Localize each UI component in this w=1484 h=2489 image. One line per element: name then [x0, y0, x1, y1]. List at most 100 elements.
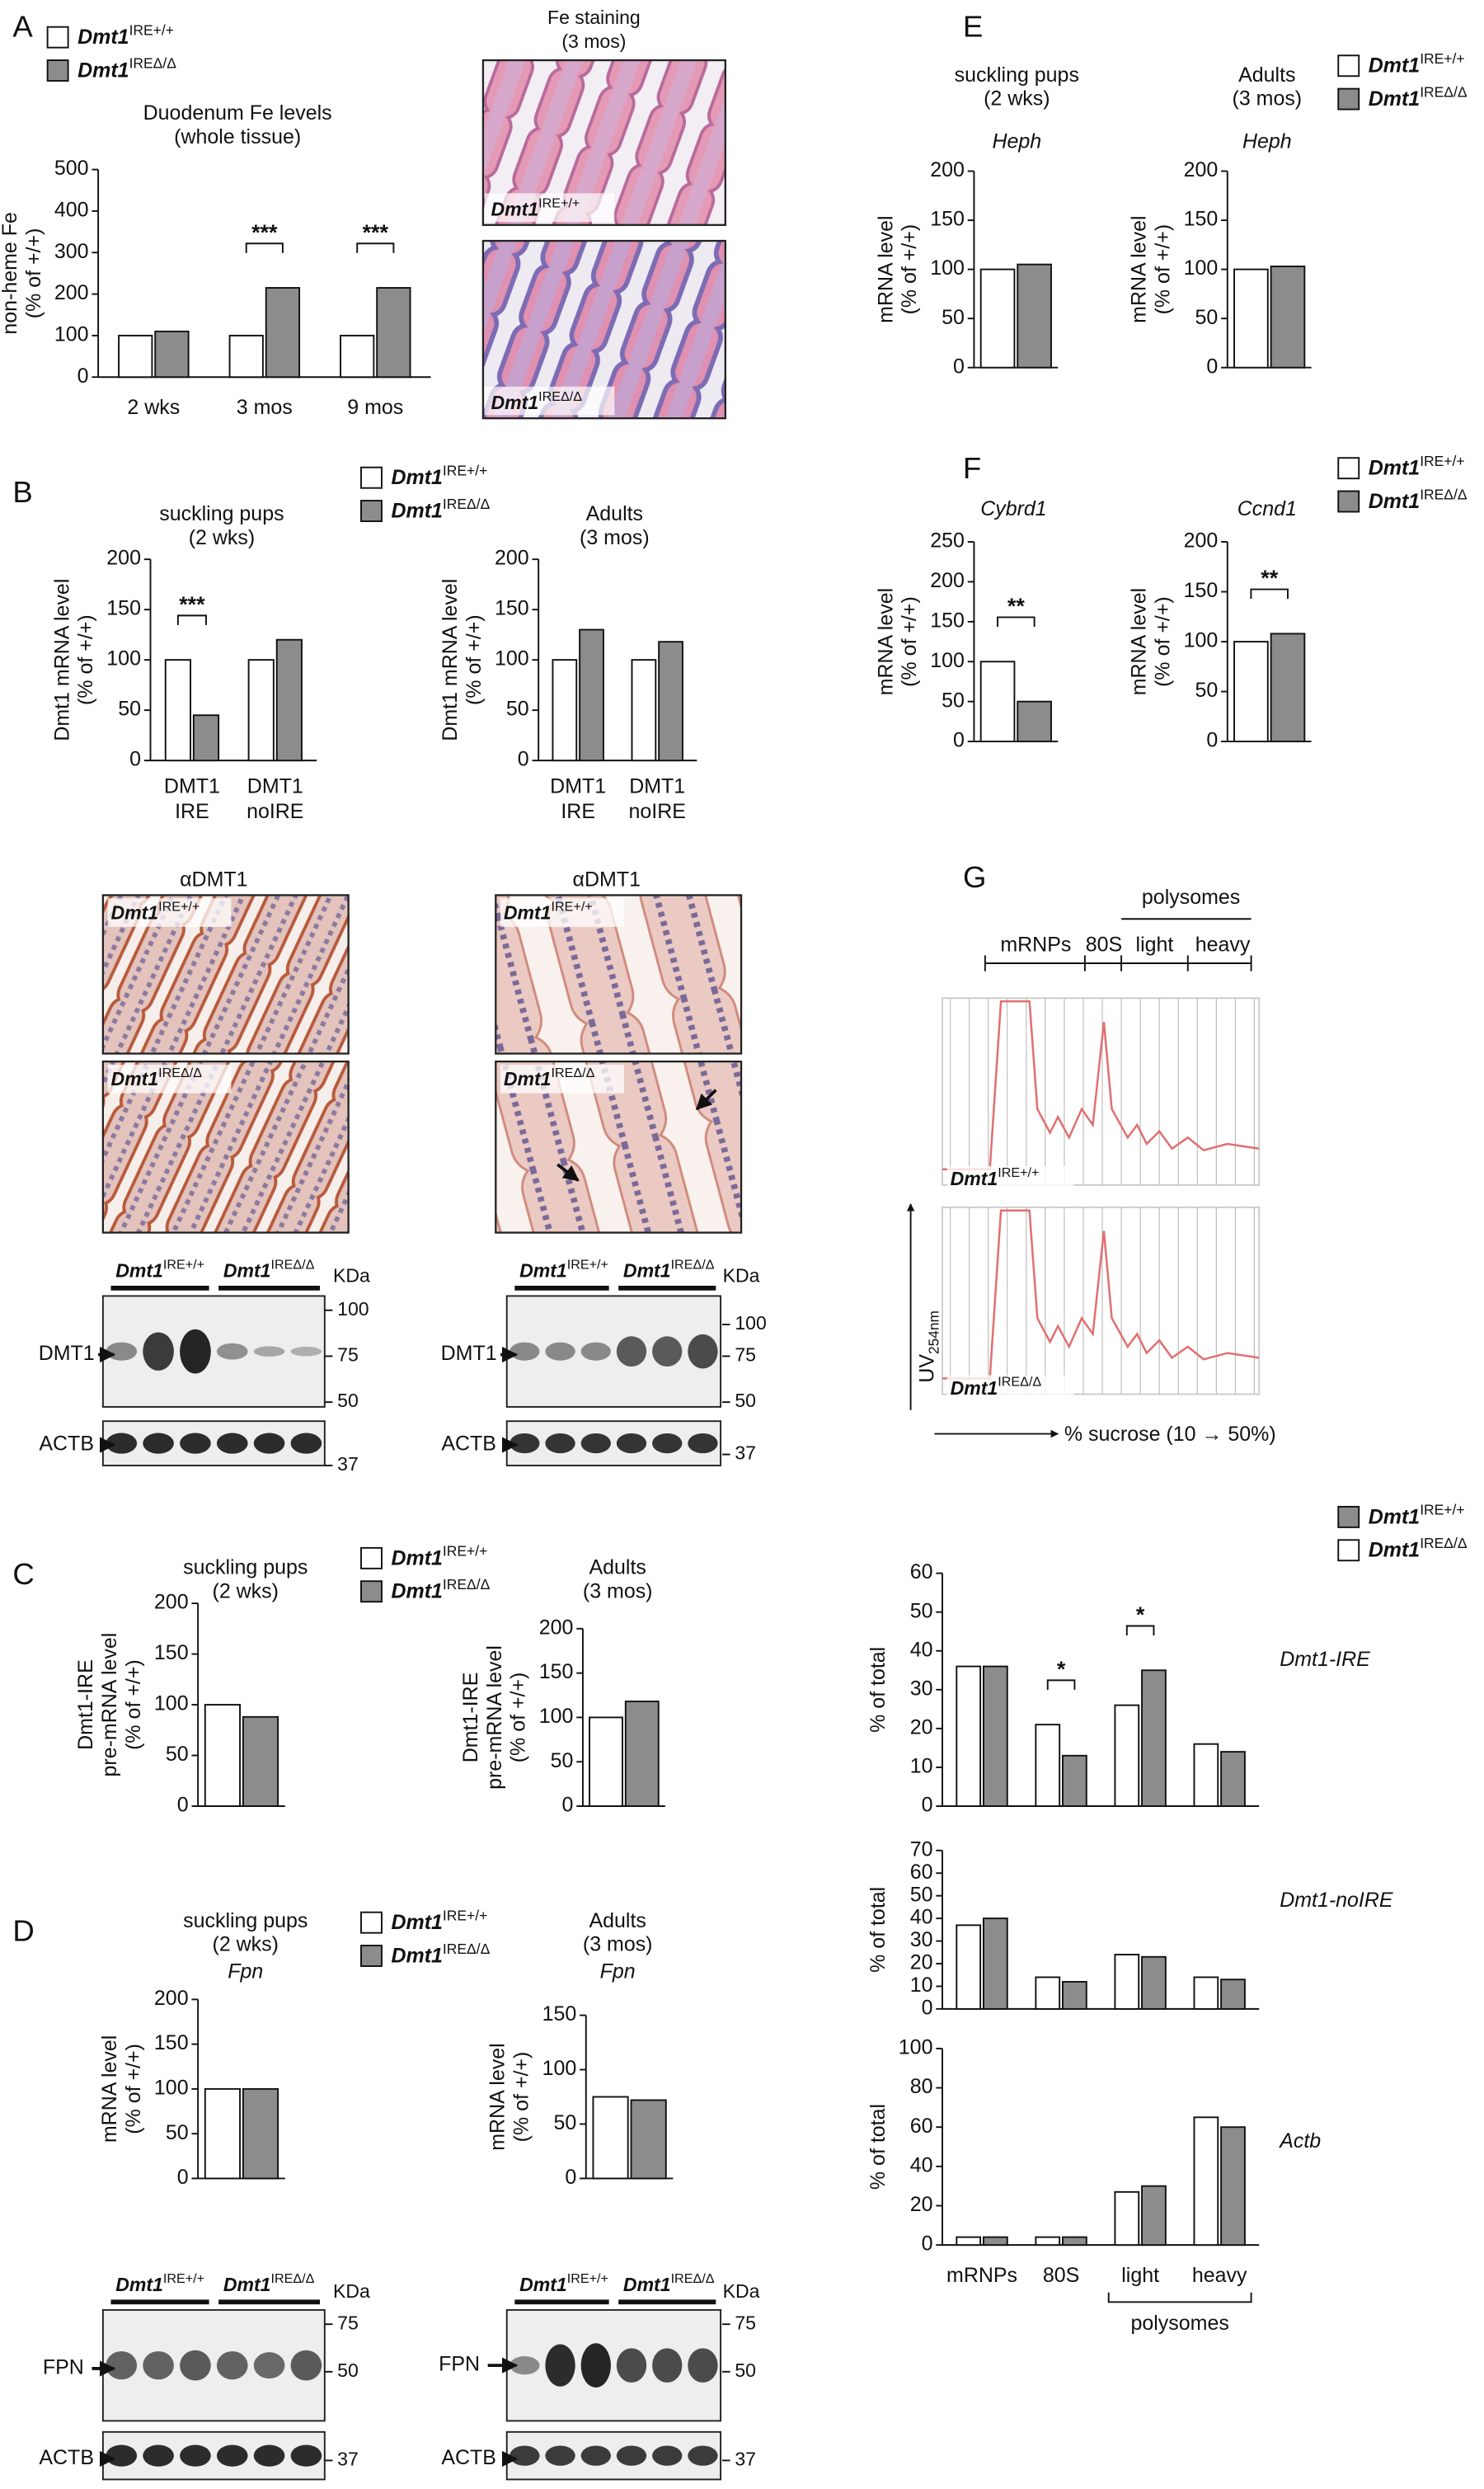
kda-marker: 37 — [735, 1442, 756, 1464]
protein-label: FPN — [439, 2353, 480, 2376]
bar — [979, 268, 1016, 369]
bar — [1270, 633, 1306, 743]
y-tick-label: 150 — [1184, 208, 1219, 231]
y-tick-label: 300 — [54, 240, 89, 263]
band — [290, 1433, 322, 1454]
band — [652, 2445, 683, 2466]
gene-name: Dmt1 — [519, 1260, 567, 1282]
y-tick-label: 0 — [953, 355, 965, 378]
band — [545, 2445, 575, 2466]
genotype-label: Dmt1IRE+/+ — [504, 900, 593, 924]
significance-bracket — [997, 616, 1036, 627]
label: (3 mos) — [561, 31, 626, 52]
y-axis-label: mRNA level — [98, 2035, 121, 2143]
significance-bracket — [356, 242, 395, 253]
chart-title: suckling pups — [955, 64, 1079, 87]
bar — [1141, 1669, 1167, 1807]
blot — [505, 1295, 722, 1408]
genotype-label: Dmt1IRE+/+ — [1369, 453, 1465, 480]
label: αDMT1 — [180, 868, 247, 892]
chart-title: Adults — [589, 1909, 646, 1932]
y-tick-label: 30 — [910, 1677, 933, 1700]
gene-name: Dmt1 — [1369, 1538, 1420, 1561]
y-tick-label: 100 — [930, 256, 965, 280]
y-tick-label: 200 — [539, 1616, 574, 1639]
y-tick-label: 100 — [154, 2077, 189, 2100]
chart-title: (3 mos) — [583, 1933, 653, 1956]
label: KDa — [333, 1264, 370, 1286]
y-tick-label: 400 — [54, 199, 89, 222]
y-tick-label: 80 — [910, 2075, 933, 2098]
bar — [1233, 641, 1269, 743]
y-tick-label: 60 — [910, 1861, 933, 1884]
label-bg — [500, 898, 624, 927]
y-axis-label: pre-mRNA level — [483, 1645, 506, 1790]
y-tick-label: 70 — [910, 1837, 933, 1861]
x-tick-label: DMT1 — [629, 774, 685, 798]
y-tick-label: 20 — [910, 2193, 933, 2216]
gene-label: Heph — [1242, 130, 1292, 153]
genotype: IREΔ/Δ — [158, 1066, 202, 1080]
band — [106, 2444, 138, 2467]
genotype: IRE+/+ — [1420, 453, 1464, 469]
legend-swatch — [1337, 54, 1360, 78]
band — [216, 2444, 248, 2467]
bar — [1220, 1978, 1246, 2010]
y-tick-label: 50 — [166, 1743, 189, 1766]
y-tick-label: 0 — [565, 2166, 576, 2189]
y-tick-label: 0 — [177, 2166, 189, 2189]
y-tick-label: 20 — [910, 1951, 933, 1974]
label: heavy — [1195, 933, 1251, 956]
gene-name: Dmt1 — [519, 2274, 567, 2295]
gene-name: Dmt1 — [391, 499, 442, 522]
bar — [658, 641, 683, 762]
legend-swatch — [360, 1580, 383, 1603]
bar — [982, 1665, 1008, 1807]
arrow — [695, 1089, 717, 1111]
y-tick-label: 500 — [54, 157, 89, 180]
panel-label: C — [12, 1557, 34, 1591]
bar — [1220, 2126, 1246, 2247]
chart-title: (2 wks) — [213, 1933, 279, 1956]
genotype: IRE+/+ — [552, 900, 593, 915]
band — [216, 1433, 248, 1454]
genotype: IREΔ/Δ — [998, 1375, 1041, 1390]
y-tick-label: 150 — [154, 2031, 189, 2054]
y-tick-label: 0 — [922, 2233, 933, 2256]
band — [580, 1433, 611, 1454]
gene-name: Dmt1 — [115, 2274, 163, 2295]
arrow — [556, 1163, 580, 1182]
genotype: IRE+/+ — [163, 2271, 204, 2286]
bar — [1035, 2236, 1061, 2247]
genotype-label: Dmt1IRE+/+ — [115, 2271, 204, 2295]
y-tick-label: 150 — [542, 2002, 577, 2026]
y-tick-label: 0 — [177, 1794, 189, 1817]
band — [688, 1433, 718, 1454]
y-tick-label: 0 — [1206, 355, 1218, 378]
x-tick-label: IRE — [175, 800, 209, 823]
legend-swatch — [1337, 1505, 1360, 1528]
uv-sub: 254nm — [925, 1310, 942, 1354]
significance: ** — [1261, 566, 1278, 590]
y-tick-label: 50 — [551, 1749, 574, 1772]
bar — [275, 638, 303, 762]
y-tick-label: 100 — [542, 2057, 577, 2080]
bar — [630, 2099, 667, 2180]
bar — [1141, 2185, 1167, 2247]
y-axis-label: % of total — [866, 2104, 890, 2190]
bar — [1062, 2236, 1087, 2247]
bar — [164, 659, 191, 762]
chart-title: (3 mos) — [1233, 87, 1303, 111]
chart-title: suckling pups — [183, 1555, 308, 1579]
panel-label: G — [963, 860, 986, 894]
significance-bracket — [1125, 1625, 1155, 1636]
gene-name: Dmt1 — [1369, 54, 1420, 77]
chart-title: Adults — [589, 1555, 646, 1579]
legend-swatch — [360, 1546, 383, 1569]
y-tick-label: 50 — [553, 2111, 576, 2134]
genotype: IREΔ/Δ — [1420, 486, 1468, 502]
significance: * — [1057, 1657, 1066, 1682]
genotype: IREΔ/Δ — [271, 2271, 315, 2286]
bar — [192, 714, 220, 762]
significance-bracket — [1250, 588, 1289, 600]
